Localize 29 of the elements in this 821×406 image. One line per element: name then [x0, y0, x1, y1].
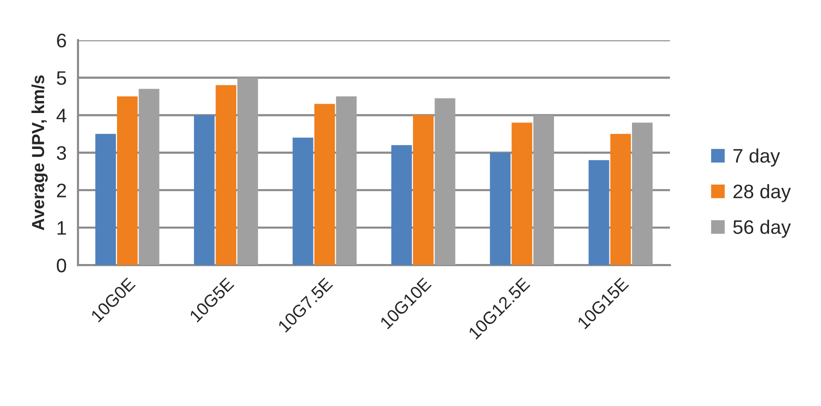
- bar: [117, 96, 138, 266]
- bar: [512, 122, 532, 266]
- y-tick-label: 2: [57, 184, 66, 198]
- bar: [434, 98, 456, 266]
- y-tick-label: 1: [58, 221, 66, 235]
- bar: [237, 78, 258, 266]
- bar: [533, 115, 554, 266]
- y-tick-label: 5: [56, 71, 66, 85]
- bar: [490, 152, 511, 266]
- bar: [216, 85, 236, 266]
- legend-label: 7 day: [734, 148, 780, 167]
- legend-label: 56 day: [733, 220, 791, 238]
- bar: [95, 134, 116, 266]
- bar: [314, 104, 335, 266]
- y-tick-label: 3: [56, 146, 66, 160]
- y-tick-label: 4: [56, 108, 66, 122]
- bar: [292, 138, 314, 266]
- bar: [336, 96, 357, 266]
- bar: [194, 115, 215, 266]
- bar: [610, 134, 631, 266]
- bar: [588, 160, 610, 266]
- y-tick-label: 6: [57, 34, 66, 48]
- bar: [412, 115, 434, 266]
- y-axis-title: Average UPV, km/s: [31, 75, 48, 230]
- bar: [138, 88, 160, 266]
- bar: [632, 122, 653, 266]
- legend-label: 28 day: [733, 184, 791, 202]
- bar: [391, 145, 412, 266]
- y-tick-label: 0: [56, 258, 66, 272]
